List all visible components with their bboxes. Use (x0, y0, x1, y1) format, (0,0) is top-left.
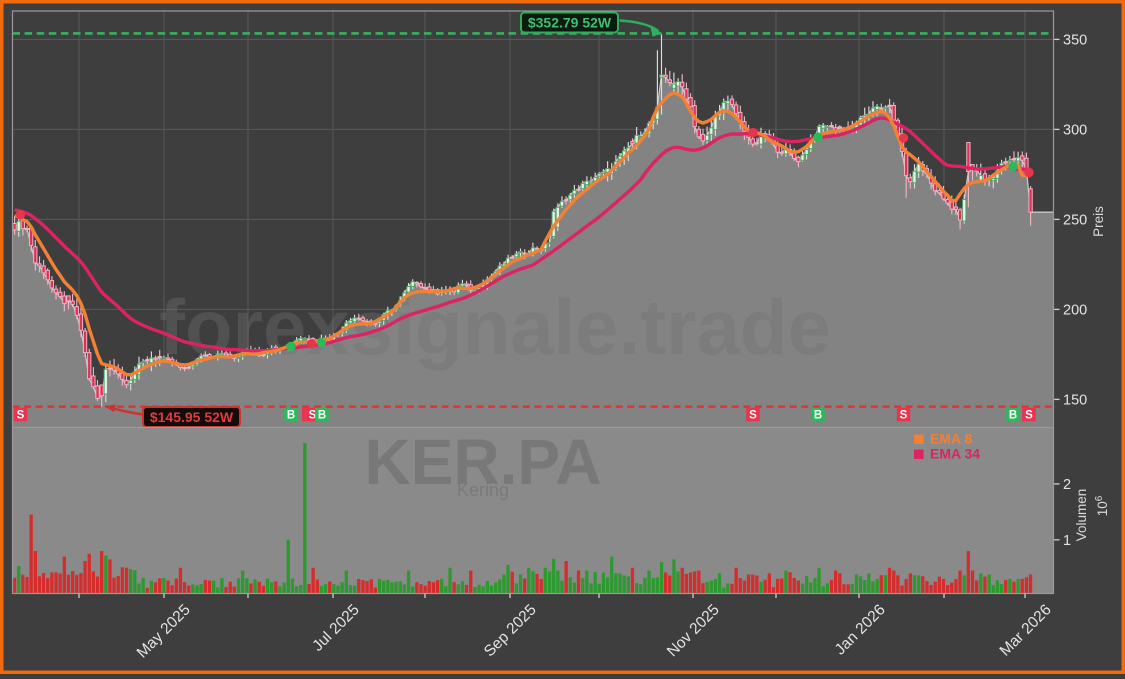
svg-text:200: 200 (1063, 302, 1087, 318)
svg-text:350: 350 (1063, 32, 1087, 48)
svg-text:B: B (814, 410, 822, 422)
svg-text:1: 1 (1063, 533, 1071, 549)
svg-text:250: 250 (1063, 212, 1087, 228)
svg-text:Kering: Kering (457, 480, 509, 500)
svg-text:S: S (900, 410, 908, 422)
svg-text:150: 150 (1063, 392, 1087, 408)
svg-text:S: S (1025, 410, 1033, 422)
svg-text:$352.79 52W: $352.79 52W (528, 15, 612, 31)
svg-text:S: S (309, 410, 317, 422)
svg-text:300: 300 (1063, 122, 1087, 138)
svg-text:B: B (1009, 410, 1017, 422)
svg-text:Preis: Preis (1091, 206, 1106, 237)
svg-text:Volumen: Volumen (1074, 489, 1089, 542)
svg-text:$145.95 52W: $145.95 52W (150, 409, 234, 425)
svg-text:forexsignale.trade: forexsignale.trade (159, 283, 831, 371)
svg-text:S: S (749, 410, 757, 422)
svg-text:EMA 34: EMA 34 (930, 446, 980, 462)
svg-text:S: S (17, 410, 25, 422)
svg-text:B: B (287, 410, 295, 422)
svg-text:2: 2 (1063, 477, 1071, 493)
svg-text:KER.PA: KER.PA (364, 426, 601, 498)
svg-text:B: B (318, 410, 326, 422)
svg-text:EMA 8: EMA 8 (930, 431, 972, 447)
